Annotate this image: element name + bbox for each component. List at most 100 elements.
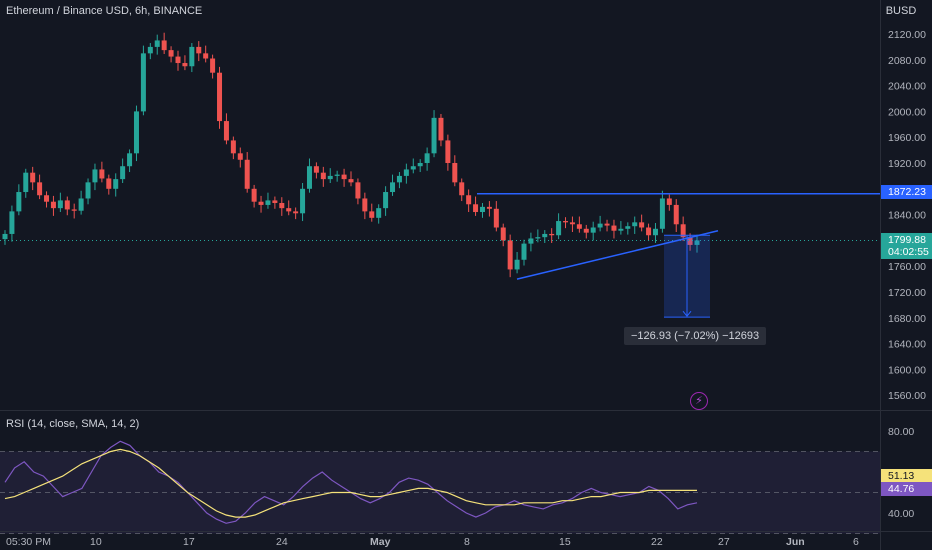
candle-body	[272, 200, 278, 203]
price-tick-label: 1680.00	[888, 313, 926, 325]
candle-body	[237, 153, 243, 160]
candle-body	[64, 200, 70, 210]
candle-body	[639, 222, 645, 228]
candle-body	[251, 188, 257, 202]
time-tick-label: 17	[183, 536, 195, 548]
candle-body	[542, 233, 548, 238]
candle-body	[583, 228, 589, 233]
symbol-title[interactable]: Ethereum / Binance USD, 6h, BINANCE	[6, 5, 203, 17]
lightning-icon[interactable]: ⚡	[690, 392, 708, 410]
candle-body	[355, 182, 361, 199]
candle-body	[16, 192, 22, 212]
candle-body	[217, 72, 223, 122]
candle-body	[50, 201, 56, 209]
time-tick-label: May	[370, 536, 391, 548]
candle-body	[300, 188, 306, 214]
candle-body	[390, 182, 396, 193]
candle-body	[687, 237, 693, 245]
candle-body	[438, 117, 444, 141]
bar-countdown: 04:02:55	[888, 246, 929, 258]
price-tick-label: 1840.00	[888, 210, 926, 222]
candle-body	[9, 211, 15, 234]
candle-body	[500, 227, 506, 241]
resistance-price-tag: 1872.23	[881, 185, 932, 199]
candle-body	[320, 172, 326, 180]
candle-body	[694, 240, 700, 245]
candle-body	[279, 202, 285, 209]
candle-body	[556, 221, 562, 236]
candle-body	[403, 169, 409, 176]
candle-body	[327, 175, 333, 180]
candle-body	[528, 238, 534, 244]
candle-body	[23, 172, 29, 193]
last-price-value: 1799.88	[888, 234, 926, 246]
price-tick-label: 1720.00	[888, 287, 926, 299]
candle-body	[659, 198, 665, 229]
rsi-tick-label: 80.00	[888, 426, 914, 438]
time-tick-label: 10	[90, 536, 102, 548]
candle-body	[507, 240, 513, 270]
candle-body	[424, 153, 430, 163]
candle-body	[597, 223, 603, 228]
price-tick-label: 2080.00	[888, 55, 926, 67]
candles[interactable]	[2, 32, 700, 278]
candle-body	[30, 172, 36, 183]
candle-body	[459, 182, 465, 196]
candle-body	[313, 166, 319, 173]
time-tick-label: Jun	[786, 536, 805, 548]
candle-body	[625, 226, 631, 229]
candle-body	[189, 46, 195, 67]
candle-body	[569, 222, 575, 225]
candle-body	[161, 40, 167, 51]
measure-arrow-head	[682, 310, 692, 317]
rsi-sma-value-tag: 44.76	[881, 482, 932, 496]
last-price-tag: 1799.88 04:02:55	[881, 233, 932, 259]
candle-body	[258, 201, 264, 205]
drawings[interactable]	[0, 193, 880, 318]
candle-body	[71, 209, 77, 211]
candle-body	[147, 46, 153, 54]
time-tick-label: 24	[276, 536, 288, 548]
candle-body	[493, 208, 499, 228]
candle-body	[92, 169, 98, 183]
candle-body	[369, 211, 375, 218]
candle-body	[410, 166, 416, 170]
candle-body	[196, 46, 202, 54]
candle-body	[348, 179, 354, 183]
time-tick-label: 27	[718, 536, 730, 548]
candle-body	[604, 223, 610, 226]
candle-body	[223, 121, 229, 141]
trend-line	[516, 229, 719, 280]
candle-body	[78, 198, 84, 211]
candle-body	[106, 178, 112, 189]
candle-body	[362, 198, 368, 212]
candle-body	[590, 227, 596, 233]
price-tick-label: 1560.00	[888, 390, 926, 402]
candle-body	[244, 159, 250, 189]
candle-body	[175, 56, 181, 64]
candle-body	[521, 243, 527, 260]
candle-body	[2, 233, 8, 240]
candle-body	[417, 163, 423, 167]
candle-body	[514, 259, 520, 270]
price-tick-label: 2120.00	[888, 29, 926, 41]
candle-body	[99, 169, 105, 179]
candle-body	[293, 211, 299, 214]
rsi-band	[0, 451, 880, 534]
candle-body	[57, 200, 63, 209]
candle-body	[203, 53, 209, 59]
candle-body	[618, 228, 624, 231]
price-tick-label: 1960.00	[888, 132, 926, 144]
candle-body	[680, 224, 686, 238]
candle-body	[431, 117, 437, 154]
candle-body	[473, 204, 479, 213]
rsi-sma-line	[4, 448, 697, 518]
candle-body	[265, 200, 271, 205]
currency-label[interactable]: BUSD	[885, 5, 917, 17]
candle-body	[611, 225, 617, 231]
candle-body	[563, 221, 569, 223]
rsi-indicator-title[interactable]: RSI (14, close, SMA, 14, 2)	[6, 418, 140, 430]
price-tick-label: 1600.00	[888, 364, 926, 376]
